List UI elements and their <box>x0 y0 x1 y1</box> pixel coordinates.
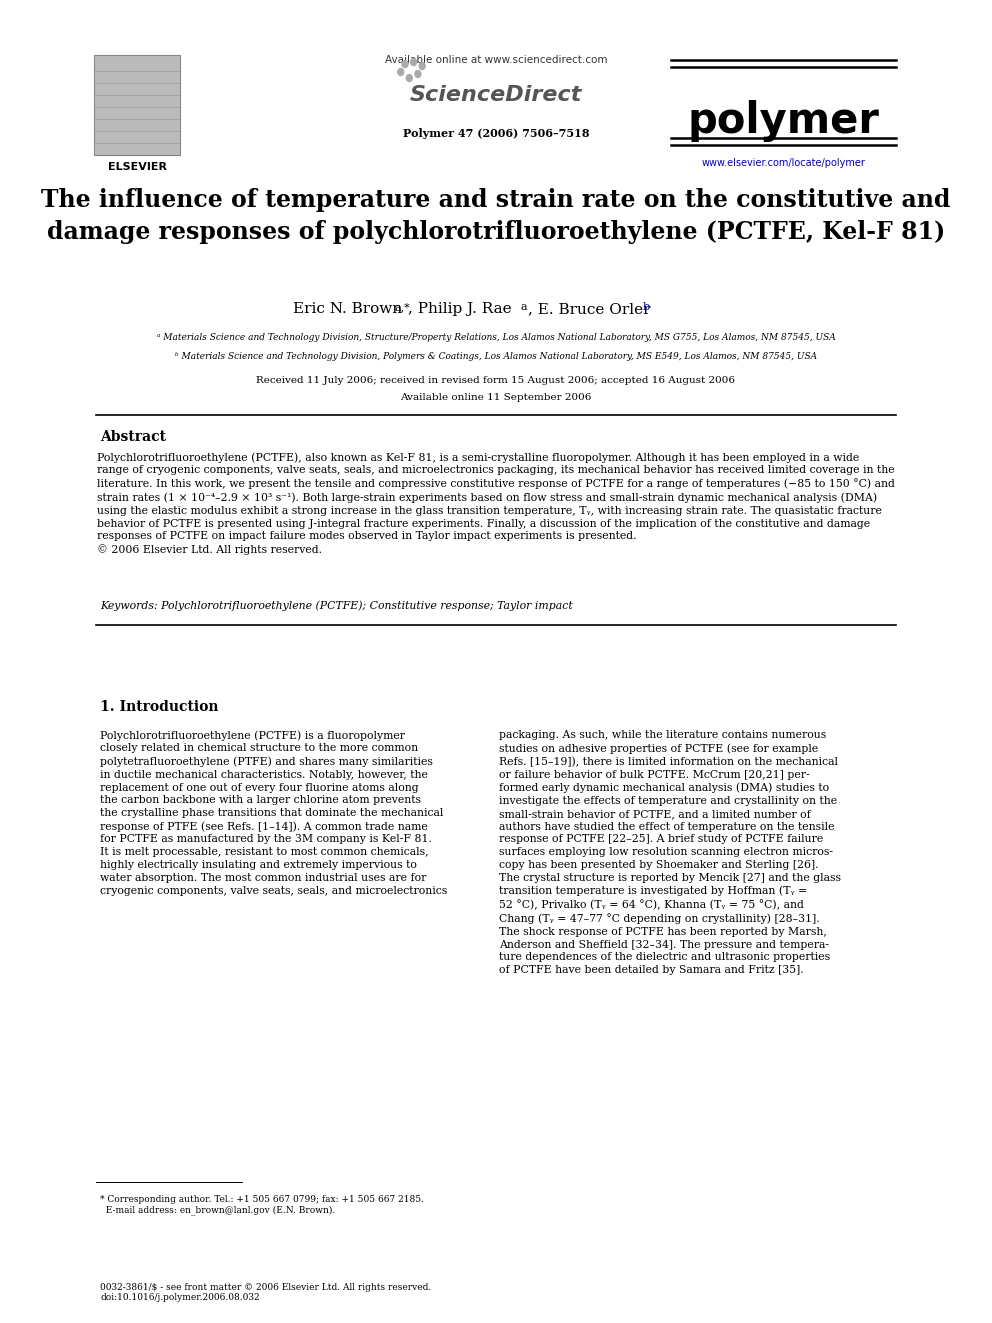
Text: , E. Bruce Orler: , E. Bruce Orler <box>528 302 651 316</box>
Text: Keywords: Polychlorotrifluoroethylene (PCTFE); Constitutive response; Taylor imp: Keywords: Polychlorotrifluoroethylene (P… <box>100 601 573 610</box>
Text: Polychlorotrifluoroethylene (PCTFE) is a fluoropolymer
closely related in chemic: Polychlorotrifluoroethylene (PCTFE) is a… <box>100 730 447 896</box>
Text: * Corresponding author. Tel.: +1 505 667 0799; fax: +1 505 667 2185.
  E-mail ad: * Corresponding author. Tel.: +1 505 667… <box>100 1195 425 1216</box>
Text: ELSEVIER: ELSEVIER <box>108 161 167 172</box>
Text: ScienceDirect: ScienceDirect <box>410 85 582 105</box>
Text: a,*: a,* <box>395 302 411 312</box>
Circle shape <box>415 70 421 78</box>
Text: Abstract: Abstract <box>100 430 167 445</box>
Text: Eric N. Brown: Eric N. Brown <box>294 302 403 316</box>
Text: packaging. As such, while the literature contains numerous
studies on adhesive p: packaging. As such, while the literature… <box>499 730 841 975</box>
Text: Received 11 July 2006; received in revised form 15 August 2006; accepted 16 Augu: Received 11 July 2006; received in revis… <box>257 376 735 385</box>
FancyBboxPatch shape <box>94 56 181 155</box>
Text: 0032-3861/$ - see front matter © 2006 Elsevier Ltd. All rights reserved.
doi:10.: 0032-3861/$ - see front matter © 2006 El… <box>100 1283 432 1302</box>
Text: ᵇ Materials Science and Technology Division, Polymers & Coatings, Los Alamos Nat: ᵇ Materials Science and Technology Divis… <box>175 352 817 361</box>
Text: Polychlorotrifluoroethylene (PCTFE), also known as Kel-F 81, is a semi-crystalli: Polychlorotrifluoroethylene (PCTFE), als… <box>97 452 895 556</box>
Circle shape <box>398 69 404 75</box>
Text: Available online at www.sciencedirect.com: Available online at www.sciencedirect.co… <box>385 56 607 65</box>
Text: b: b <box>643 302 650 312</box>
Text: a: a <box>520 302 527 312</box>
Circle shape <box>411 58 417 66</box>
Text: ᵃ Materials Science and Technology Division, Structure/Property Relations, Los A: ᵃ Materials Science and Technology Divis… <box>157 333 835 343</box>
Circle shape <box>402 61 408 67</box>
Text: polymer: polymer <box>687 101 880 142</box>
Text: www.elsevier.com/locate/polymer: www.elsevier.com/locate/polymer <box>701 157 865 168</box>
Text: Available online 11 September 2006: Available online 11 September 2006 <box>401 393 591 402</box>
Text: Polymer 47 (2006) 7506–7518: Polymer 47 (2006) 7506–7518 <box>403 128 589 139</box>
Circle shape <box>420 62 426 70</box>
Text: The influence of temperature and strain rate on the constitutive and
damage resp: The influence of temperature and strain … <box>42 188 950 243</box>
Circle shape <box>407 74 413 82</box>
Text: 1. Introduction: 1. Introduction <box>100 700 219 714</box>
Text: , Philip J. Rae: , Philip J. Rae <box>408 302 511 316</box>
